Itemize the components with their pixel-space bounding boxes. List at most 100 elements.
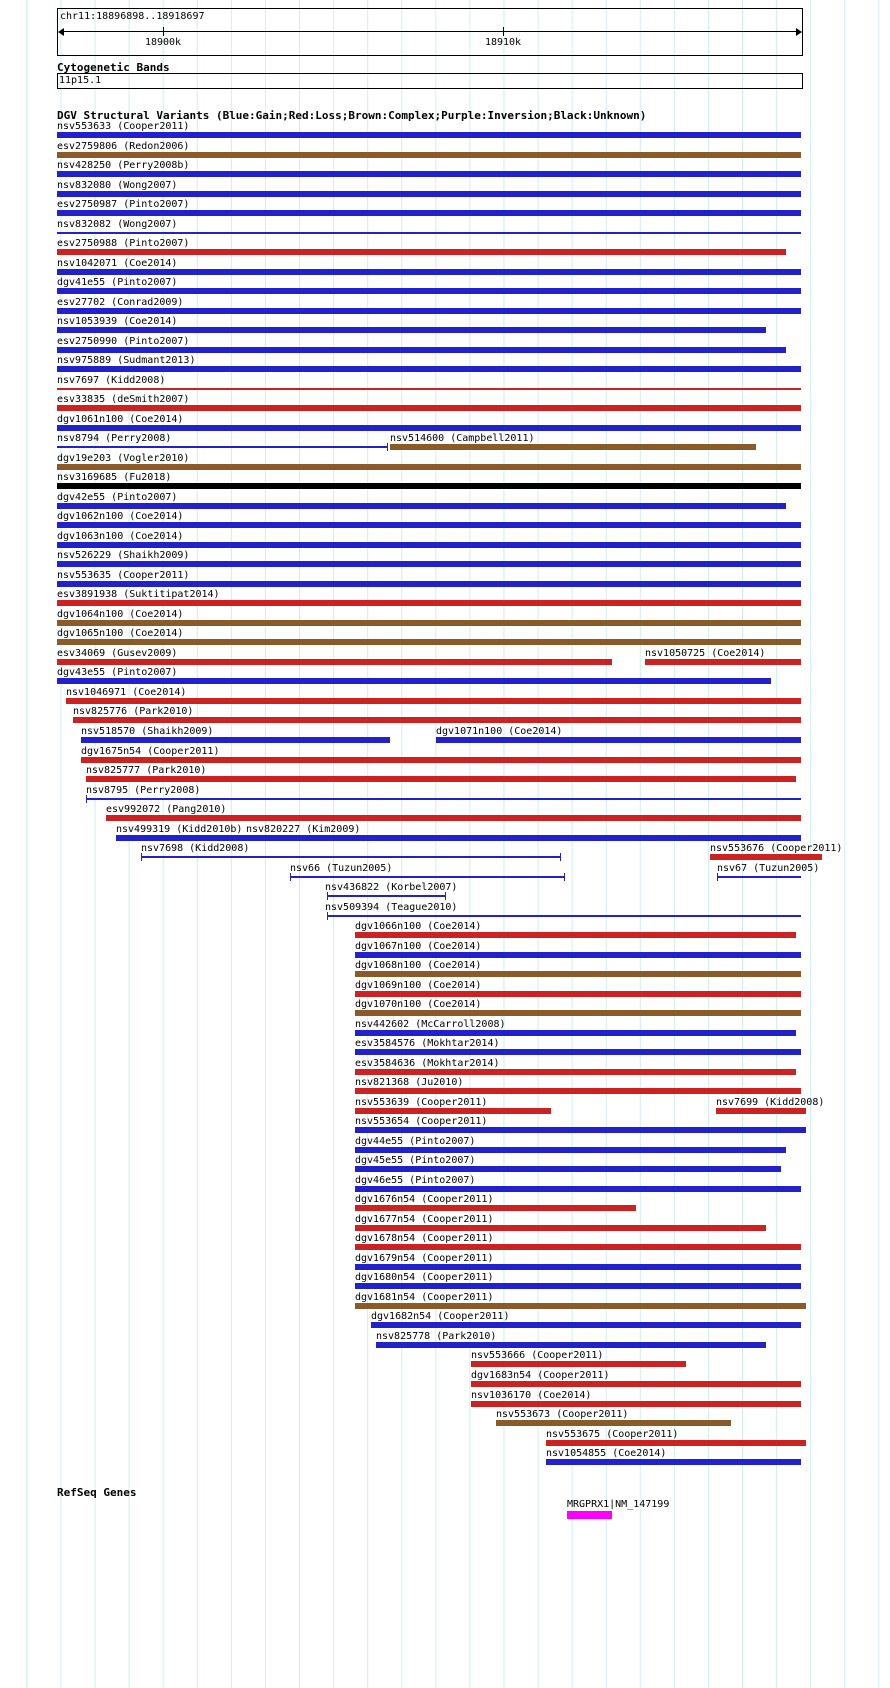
variant-label[interactable]: dgv1678n54 (Cooper2011) (355, 1233, 494, 1245)
variant-label[interactable]: nsv825777 (Park2010) (86, 765, 207, 777)
variant-label[interactable]: nsv975889 (Sudmant2013) (57, 355, 196, 367)
variant-bar-red[interactable] (57, 600, 801, 607)
variant-label[interactable]: dgv41e55 (Pinto2007) (57, 277, 178, 289)
variant-label[interactable]: dgv1676n54 (Cooper2011) (355, 1194, 494, 1206)
variant-bar-red[interactable] (86, 776, 796, 783)
variant-bar-blue[interactable] (57, 171, 801, 178)
variant-label[interactable]: nsv553666 (Cooper2011) (471, 1350, 604, 1362)
variant-label[interactable]: nsv1053939 (Coe2014) (57, 316, 178, 328)
variant-bar-blue[interactable] (355, 1029, 796, 1036)
variant-bar-blue[interactable] (355, 1127, 806, 1134)
variant-bar-red[interactable] (546, 1439, 806, 1446)
variant-bar-blue[interactable] (546, 1459, 801, 1466)
variant-bar-red[interactable] (81, 756, 801, 763)
variant-bar-brown[interactable] (57, 639, 801, 646)
variant-line-blue[interactable] (86, 794, 801, 803)
variant-label[interactable]: nsv1042071 (Coe2014) (57, 257, 178, 269)
variant-bar-blue[interactable] (57, 307, 801, 314)
variant-line-red[interactable] (57, 387, 801, 390)
variant-label[interactable]: nsv8795 (Perry2008) (86, 784, 201, 796)
variant-bar-blue[interactable] (355, 1166, 781, 1173)
variant-bar-brown[interactable] (57, 463, 801, 470)
variant-bar-red[interactable] (355, 1224, 766, 1231)
variant-label[interactable]: esv34069 (Gusev2009) (57, 647, 178, 659)
variant-bar-red[interactable] (355, 1088, 801, 1095)
variant-label[interactable]: dgv1065n100 (Coe2014) (57, 628, 184, 640)
variant-line-blue[interactable] (327, 911, 801, 920)
variant-bar-blue[interactable] (355, 1185, 801, 1192)
variant-label[interactable]: dgv1071n100 (Coe2014) (436, 725, 563, 737)
variant-label[interactable]: nsv821368 (Ju2010) (355, 1077, 464, 1089)
variant-label[interactable]: nsv442602 (McCarroll2008) (355, 1018, 506, 1030)
variant-label[interactable]: esv3584636 (Mokhtar2014) (355, 1057, 500, 1069)
variant-label[interactable]: dgv1677n54 (Cooper2011) (355, 1213, 494, 1225)
variant-bar-blue[interactable] (355, 1049, 801, 1056)
variant-bar-red[interactable] (645, 658, 801, 665)
variant-label[interactable]: nsv553639 (Cooper2011) (355, 1096, 488, 1108)
variant-label[interactable]: nsv3169685 (Fu2018) (57, 472, 172, 484)
variant-label[interactable]: nsv428250 (Perry2008b) (57, 160, 190, 172)
variant-bar-red[interactable] (106, 815, 801, 822)
variant-bar-red[interactable] (355, 1107, 551, 1114)
variant-label[interactable]: nsv553673 (Cooper2011) (496, 1409, 629, 1421)
variant-bar-brown[interactable] (355, 1010, 801, 1017)
variant-bar-blue[interactable] (355, 951, 801, 958)
variant-label[interactable]: esv27702 (Conrad2009) (57, 296, 184, 308)
variant-label[interactable]: nsv514600 (Campbell2011) (390, 433, 535, 445)
variant-label[interactable]: dgv1067n100 (Coe2014) (355, 940, 482, 952)
variant-label[interactable]: esv2759806 (Redon2006) (57, 140, 190, 152)
variant-bar-blue[interactable] (57, 190, 801, 197)
variant-label[interactable]: nsv7699 (Kidd2008) (716, 1096, 825, 1108)
variant-label[interactable]: dgv1681n54 (Cooper2011) (355, 1291, 494, 1303)
variant-label[interactable]: nsv553633 (Cooper2011) (57, 121, 190, 132)
variant-label[interactable]: esv3584576 (Mokhtar2014) (355, 1038, 500, 1050)
variant-label[interactable]: nsv67 (Tuzun2005) (717, 862, 820, 874)
variant-label[interactable]: nsv1046971 (Coe2014) (66, 686, 187, 698)
variant-bar-black[interactable] (57, 483, 801, 490)
variant-bar-blue[interactable] (57, 502, 786, 509)
variant-label[interactable]: dgv1683n54 (Cooper2011) (471, 1370, 610, 1381)
variant-label[interactable]: esv2750987 (Pinto2007) (57, 199, 190, 211)
variant-bar-brown[interactable] (496, 1420, 731, 1427)
variant-label[interactable]: nsv7698 (Kidd2008) (141, 843, 250, 855)
variant-label[interactable]: nsv7697 (Kidd2008) (57, 374, 166, 386)
variant-label[interactable]: nsv825776 (Park2010) (73, 706, 194, 718)
variant-label[interactable]: dgv42e55 (Pinto2007) (57, 491, 178, 503)
variant-bar-brown[interactable] (57, 619, 801, 626)
variant-label[interactable]: esv2750990 (Pinto2007) (57, 335, 190, 347)
variant-bar-blue[interactable] (57, 366, 801, 373)
variant-bar-blue[interactable] (81, 736, 390, 743)
variant-bar-blue[interactable] (57, 327, 766, 334)
variant-bar-red[interactable] (66, 697, 801, 704)
variant-label[interactable]: dgv46e55 (Pinto2007) (355, 1174, 476, 1186)
variant-label[interactable]: nsv518570 (Shaikh2009) (81, 725, 214, 737)
variant-bar-brown[interactable] (355, 1302, 806, 1309)
variant-label[interactable]: dgv45e55 (Pinto2007) (355, 1155, 476, 1167)
variant-bar-blue[interactable] (436, 736, 801, 743)
variant-label[interactable]: esv33835 (deSmith2007) (57, 394, 190, 406)
variant-label[interactable]: dgv1064n100 (Coe2014) (57, 608, 184, 620)
variant-line-blue[interactable] (57, 443, 388, 452)
variant-label[interactable]: nsv499319 (Kidd2010b) (116, 823, 243, 835)
variant-bar-blue[interactable] (355, 1263, 801, 1270)
variant-label[interactable]: dgv1682n54 (Cooper2011) (371, 1311, 510, 1323)
variant-label[interactable]: nsv553675 (Cooper2011) (546, 1428, 679, 1440)
variant-bar-blue[interactable] (57, 346, 786, 353)
variant-bar-blue[interactable] (57, 268, 801, 275)
variant-label[interactable]: dgv1675n54 (Cooper2011) (81, 745, 220, 757)
variant-label[interactable]: esv2750988 (Pinto2007) (57, 238, 190, 250)
variant-bar-red[interactable] (57, 249, 786, 256)
variant-bar-blue[interactable] (57, 522, 801, 529)
variant-label[interactable]: nsv1050725 (Coe2014) (645, 647, 766, 659)
variant-label[interactable]: dgv1070n100 (Coe2014) (355, 999, 482, 1011)
variant-bar-blue[interactable] (57, 288, 801, 295)
variant-bar-blue[interactable] (246, 834, 801, 841)
variant-line-blue[interactable] (141, 853, 561, 862)
variant-label[interactable]: nsv1036170 (Coe2014) (471, 1389, 592, 1401)
variant-bar-red[interactable] (355, 932, 796, 939)
variant-bar-red[interactable] (716, 1107, 806, 1114)
variant-label[interactable]: nsv820227 (Kim2009) (246, 823, 361, 835)
variant-label[interactable]: dgv1069n100 (Coe2014) (355, 979, 482, 991)
variant-label[interactable]: nsv553654 (Cooper2011) (355, 1116, 488, 1128)
variant-bar-red[interactable] (355, 1068, 796, 1075)
